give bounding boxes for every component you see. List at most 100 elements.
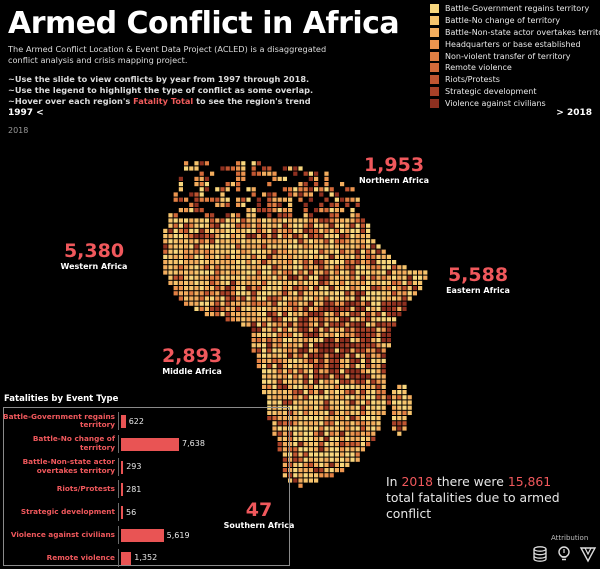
bar-axis-line	[118, 457, 119, 476]
event-type-legend: Battle-Government regains territory Battl…	[430, 3, 600, 109]
bar-value-label: 1,352	[134, 553, 158, 563]
instruction-hover-suffix: to see the region's trend	[193, 96, 311, 106]
lightbulb-icon[interactable]	[555, 545, 573, 563]
bar[interactable]	[121, 437, 179, 451]
fatalities-panel-title: Fatalities by Event Type	[4, 394, 119, 404]
summary-suffix: total fatalities due to armed conflict	[386, 490, 560, 521]
region-southern-total[interactable]: 47	[245, 499, 273, 521]
bar-category-label: Riots/Protests	[56, 484, 115, 494]
instruction-hover-prefix: ~Hover over each region's	[8, 96, 134, 106]
region-western-name: Western Africa	[60, 262, 128, 271]
legend-label: Battle-Government regains territory	[445, 4, 590, 14]
legend-swatch	[430, 86, 439, 96]
bar-value-label: 281	[126, 484, 142, 494]
legend-item[interactable]: Battle-Government regains territory	[430, 3, 600, 15]
bar-row: Violence against civilians 5,619	[4, 526, 291, 544]
bar-axis-line	[118, 434, 119, 453]
legend-swatch	[430, 75, 439, 85]
legend-label: Riots/Protests	[445, 75, 500, 85]
bar-value-label: 56	[126, 507, 137, 517]
region-eastern-name: Eastern Africa	[446, 286, 510, 295]
instruction-hover: ~Hover over each region's Fatality Total…	[8, 96, 311, 106]
summary-middle: there were	[433, 474, 508, 489]
legend-swatch	[430, 16, 439, 26]
bar-category-label: Battle-Government regains territory	[3, 411, 115, 429]
bar-value-label: 7,638	[182, 439, 205, 449]
bar-axis-line	[118, 548, 119, 567]
bar-row: Battle-No change of territory 7,638	[4, 435, 291, 453]
bar[interactable]	[121, 551, 132, 565]
bar[interactable]	[121, 460, 124, 474]
legend-swatch	[430, 39, 439, 49]
legend-label: Battle-Non-state actor overtakes territo…	[445, 27, 600, 37]
bar-category-label: Violence against civilians	[10, 529, 115, 539]
bar-row: Remote violence 1,352	[4, 548, 291, 567]
legend-label: Non-violent transfer of territory	[445, 51, 571, 61]
legend-label: Headquarters or base established	[445, 39, 581, 49]
fatalities-bar-chart: Battle-Government regains territory 622 Ba…	[3, 407, 291, 567]
region-middle-africa[interactable]: 2,893 Middle Africa	[150, 345, 234, 377]
legend-label: Remote violence	[445, 63, 512, 73]
instruction-slider: ~Use the slide to view conflicts by year…	[8, 74, 310, 84]
bar-row: Riots/Protests 281	[4, 480, 291, 499]
legend-swatch	[430, 63, 439, 73]
summary-year: 2018	[401, 474, 433, 489]
slider-max-label[interactable]: > 2018	[556, 108, 592, 118]
bar-row: Battle-Non-state actor overtakes territo…	[4, 457, 291, 476]
bar-row: Battle-Government regains territory 622	[3, 411, 291, 430]
legend-item[interactable]: Strategic development	[430, 86, 600, 98]
page-title: Armed Conflict in Africa	[8, 6, 400, 41]
bar-axis-line	[118, 503, 119, 522]
legend-item[interactable]: Riots/Protests	[430, 74, 600, 86]
attribution-label: Attribution	[551, 534, 589, 542]
region-western-africa[interactable]: 5,380 Western Africa	[52, 240, 136, 272]
bar-value-label: 622	[128, 416, 144, 426]
bar-category-label: Battle-Non-state actor overtakes territo…	[22, 457, 115, 475]
region-northern-total[interactable]: 1,953	[363, 154, 425, 176]
instruction-hover-accent: Fatality Total	[133, 96, 194, 106]
bar-axis-line	[118, 412, 119, 430]
tableau-logo-icon[interactable]	[579, 545, 597, 563]
bar-category-label: Strategic development	[20, 506, 115, 516]
region-northern-africa[interactable]: 1,953 Northern Africa	[354, 154, 434, 186]
legend-item[interactable]: Headquarters or base established	[430, 38, 600, 50]
bar[interactable]	[121, 506, 123, 520]
legend-item[interactable]: Non-violent transfer of territory	[430, 50, 600, 62]
bar-axis-line	[118, 480, 119, 499]
legend-swatch	[430, 27, 439, 37]
slider-min-label[interactable]: 1997 <	[8, 108, 44, 118]
legend-swatch	[430, 51, 439, 61]
bar-value-label: 5,619	[166, 530, 190, 540]
region-middle-total[interactable]: 2,893	[161, 345, 223, 367]
instruction-legend: ~Use the legend to highlight the type of…	[8, 85, 314, 95]
bar-category-label: Battle-No change of territory	[32, 434, 115, 452]
bar[interactable]	[121, 415, 126, 428]
summary-prefix: In	[386, 474, 402, 489]
database-icon[interactable]	[531, 545, 549, 563]
bar-row: Strategic development 56	[4, 503, 291, 522]
summary-text: In 2018 there were 15,861 total fataliti…	[386, 474, 576, 522]
legend-item[interactable]: Battle-Non-state actor overtakes territo…	[430, 27, 600, 39]
region-northern-name: Northern Africa	[358, 176, 429, 185]
summary-total: 15,861	[507, 474, 552, 489]
legend-label: Strategic development	[445, 86, 537, 96]
region-eastern-africa[interactable]: 5,588 Eastern Africa	[436, 264, 520, 296]
legend-swatch	[430, 4, 439, 14]
region-middle-name: Middle Africa	[162, 367, 222, 376]
bar[interactable]	[121, 529, 164, 542]
legend-label: Battle-No change of territory	[445, 16, 561, 26]
bar-value-label: 293	[126, 462, 142, 472]
region-southern-africa[interactable]: 47 Southern Africa	[219, 499, 299, 531]
legend-label: Violence against civilians	[445, 98, 546, 108]
bar-axis-line	[118, 526, 119, 544]
legend-item[interactable]: Remote violence	[430, 62, 600, 74]
description: The Armed Conflict Location & Event Data…	[8, 44, 327, 65]
bar[interactable]	[121, 483, 124, 497]
slider-current-year: 2018	[8, 126, 29, 135]
legend-item[interactable]: Battle-No change of territory	[430, 15, 600, 27]
legend-swatch	[430, 98, 439, 108]
region-eastern-total[interactable]: 5,588	[447, 264, 509, 286]
region-western-total[interactable]: 5,380	[63, 240, 125, 262]
legend-item[interactable]: Violence against civilians	[430, 97, 600, 109]
region-southern-name: Southern Africa	[223, 521, 295, 530]
